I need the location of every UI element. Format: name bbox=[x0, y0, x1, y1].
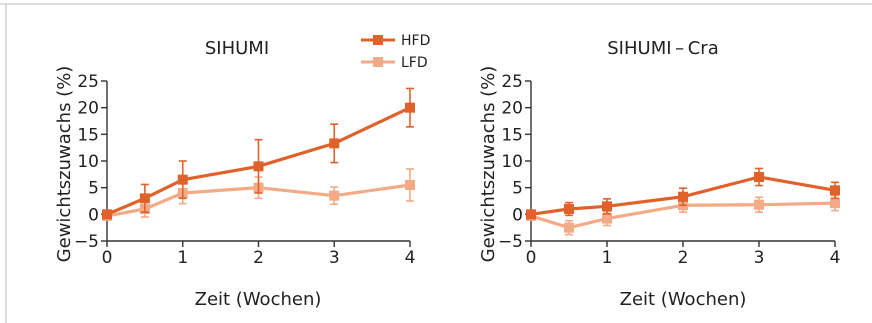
x-tick-label: 0 bbox=[102, 248, 113, 268]
panel-title: SIHUMI bbox=[205, 38, 269, 59]
hfd-data-point bbox=[253, 161, 264, 172]
y-tick-label: 5 bbox=[88, 179, 99, 199]
legend-lfd-label: LFD bbox=[401, 55, 428, 71]
panel-title: SIHUMI – Cra bbox=[607, 38, 718, 59]
data-marks bbox=[102, 87, 415, 221]
x-tick-label: 0 bbox=[526, 248, 537, 268]
y-tick-label: −5 bbox=[74, 232, 99, 252]
hfd-data-point bbox=[405, 102, 415, 113]
hfd-data-point bbox=[830, 185, 840, 196]
legend-lfd-marker bbox=[373, 57, 383, 67]
legend-hfd-marker bbox=[373, 35, 383, 45]
y-tick-label: 15 bbox=[77, 125, 99, 145]
x-tick-label: 1 bbox=[177, 248, 188, 268]
hfd-data-point bbox=[139, 193, 150, 204]
y-tick-label: 20 bbox=[501, 99, 523, 119]
hfd-series-line bbox=[530, 175, 836, 216]
x-tick-label: 2 bbox=[253, 248, 264, 268]
panel-sihumi-cra: SIHUMI – Cra Gewichtszuwachs (%) Zeit (W… bbox=[478, 38, 840, 310]
data-marks bbox=[526, 167, 840, 236]
lfd-data-point bbox=[830, 198, 840, 209]
x-tick-label: 2 bbox=[678, 248, 689, 268]
y-tick-label: 20 bbox=[77, 99, 99, 119]
hfd-data-point bbox=[329, 138, 340, 149]
y-tick-label: 15 bbox=[501, 125, 523, 145]
y-tick-label: 0 bbox=[512, 205, 523, 225]
lfd-data-point bbox=[564, 222, 574, 233]
x-tick-label: 3 bbox=[754, 248, 765, 268]
y-axis-label: Gewichtszuwachs (%) bbox=[54, 66, 75, 263]
lfd-series-line bbox=[530, 201, 836, 230]
hfd-data-point bbox=[102, 209, 112, 220]
lfd-data-point bbox=[602, 213, 612, 224]
x-tick-label: 4 bbox=[405, 248, 416, 268]
y-tick-label: 10 bbox=[501, 152, 523, 172]
lfd-series-line bbox=[106, 183, 411, 218]
lfd-data-point bbox=[405, 180, 415, 190]
x-tick-label: 4 bbox=[830, 248, 841, 268]
x-tick-label: 1 bbox=[602, 248, 613, 268]
y-tick-label: 25 bbox=[77, 72, 99, 92]
x-tick-label: 3 bbox=[329, 248, 340, 268]
legend-hfd-label: HFD bbox=[401, 33, 430, 49]
x-axis-label: Zeit (Wochen) bbox=[620, 289, 747, 310]
hfd-series-line bbox=[106, 106, 411, 216]
y-tick-label: 10 bbox=[77, 152, 99, 172]
hfd-data-point bbox=[177, 174, 188, 185]
legend: HFD LFD bbox=[361, 33, 430, 71]
y-tick-label: 25 bbox=[501, 72, 523, 92]
lfd-data-point bbox=[754, 199, 764, 210]
hfd-data-point bbox=[602, 201, 612, 212]
y-tick-label: 5 bbox=[512, 179, 523, 199]
hfd-data-point bbox=[754, 172, 764, 182]
hfd-data-point bbox=[564, 204, 574, 214]
y-tick-label: −5 bbox=[498, 232, 523, 252]
hfd-data-point bbox=[526, 209, 536, 220]
x-axis-label: Zeit (Wochen) bbox=[195, 289, 322, 310]
lfd-data-point bbox=[329, 190, 340, 201]
y-axis-label: Gewichtszuwachs (%) bbox=[478, 66, 499, 263]
panel-sihumi: SIHUMI Gewichtszuwachs (%) Zeit (Wochen)… bbox=[54, 38, 415, 310]
hfd-data-point bbox=[678, 191, 688, 202]
y-tick-label: 0 bbox=[88, 205, 99, 225]
